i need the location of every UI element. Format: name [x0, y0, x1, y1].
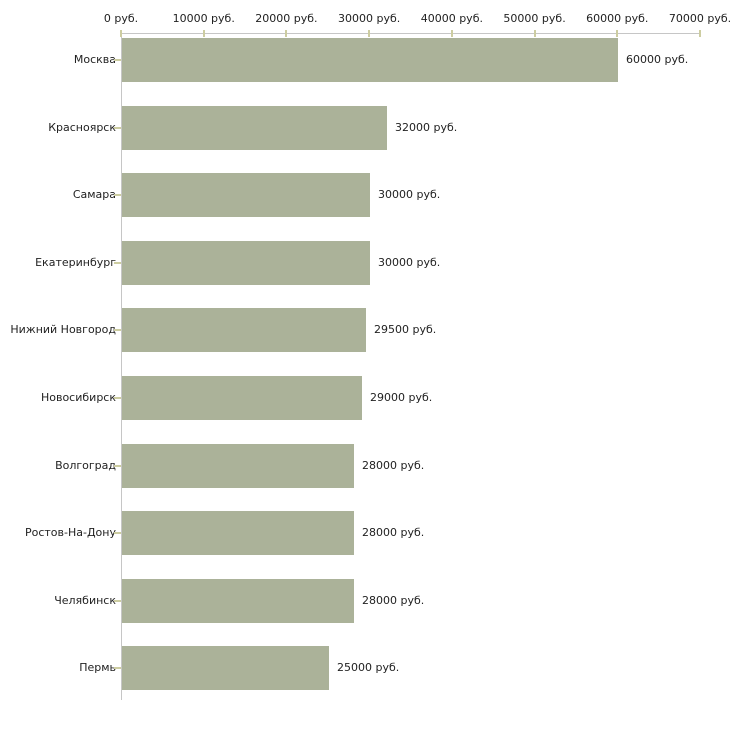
category-tick	[114, 600, 121, 602]
value-label: 28000 руб.	[362, 526, 425, 539]
x-axis-tick	[285, 30, 288, 37]
category-label: Волгоград	[55, 459, 116, 472]
bar	[122, 38, 618, 82]
category-tick	[114, 127, 121, 129]
bar-row: Красноярск 32000 руб.	[0, 106, 730, 150]
bar-row: Пермь 25000 руб.	[0, 646, 730, 690]
x-axis-tick	[368, 30, 371, 37]
category-label: Самара	[72, 188, 116, 201]
category-tick	[114, 59, 121, 61]
category-tick	[114, 532, 121, 534]
category-label: Красноярск	[48, 121, 116, 134]
value-label: 30000 руб.	[378, 188, 441, 201]
category-tick	[114, 194, 121, 196]
x-axis-tick-label: 60000 руб.	[586, 12, 649, 25]
x-axis-tick	[202, 30, 205, 37]
value-label: 30000 руб.	[378, 256, 441, 269]
category-label: Челябинск	[54, 594, 116, 607]
category-tick	[114, 329, 121, 331]
bar	[122, 376, 362, 420]
value-label: 29000 руб.	[370, 391, 433, 404]
x-axis-tick-label: 50000 руб.	[503, 12, 566, 25]
value-label: 29500 руб.	[374, 323, 437, 336]
category-label: Москва	[73, 53, 116, 66]
x-axis-tick-label: 70000 руб.	[668, 12, 730, 25]
bar-row: Москва 60000 руб.	[0, 38, 730, 82]
category-tick	[114, 667, 121, 669]
x-axis-tick	[616, 30, 619, 37]
category-label: Новосибирск	[40, 391, 116, 404]
bar-row: Екатеринбург 30000 руб.	[0, 241, 730, 285]
bar-row: Новосибирск 29000 руб.	[0, 376, 730, 420]
category-tick	[114, 262, 121, 264]
x-axis-tick-label: 10000 руб.	[172, 12, 235, 25]
bar-row: Нижний Новгород 29500 руб.	[0, 308, 730, 352]
value-label: 28000 руб.	[362, 594, 425, 607]
value-label: 28000 руб.	[362, 459, 425, 472]
category-label: Нижний Новгород	[10, 323, 116, 336]
bar	[122, 308, 366, 352]
value-label: 25000 руб.	[337, 661, 400, 674]
x-axis-tick	[120, 30, 122, 37]
category-tick	[114, 397, 121, 399]
bar	[122, 579, 354, 623]
bar	[122, 444, 354, 488]
x-axis-tick	[450, 30, 453, 37]
bar	[122, 511, 354, 555]
category-label: Ростов-На-Дону	[24, 526, 116, 539]
x-axis-tick	[699, 30, 701, 37]
bar-row: Челябинск 28000 руб.	[0, 579, 730, 623]
category-tick	[114, 465, 121, 467]
category-label: Екатеринбург	[35, 256, 116, 269]
x-axis-tick	[533, 30, 536, 37]
bar	[122, 173, 370, 217]
bar	[122, 646, 329, 690]
x-axis-tick-label: 30000 руб.	[338, 12, 401, 25]
value-label: 60000 руб.	[626, 53, 689, 66]
x-axis-line	[121, 33, 701, 34]
bar	[122, 241, 370, 285]
bar-row: Волгоград 28000 руб.	[0, 444, 730, 488]
category-label: Пермь	[79, 661, 116, 674]
bar-row: Самара 30000 руб.	[0, 173, 730, 217]
x-axis-tick-label: 20000 руб.	[255, 12, 318, 25]
x-axis-tick-label: 40000 руб.	[420, 12, 483, 25]
value-label: 32000 руб.	[395, 121, 458, 134]
bar	[122, 106, 387, 150]
y-axis-line	[121, 33, 122, 700]
x-axis-tick-label: 0 руб.	[103, 12, 139, 25]
bar-row: Ростов-На-Дону 28000 руб.	[0, 511, 730, 555]
